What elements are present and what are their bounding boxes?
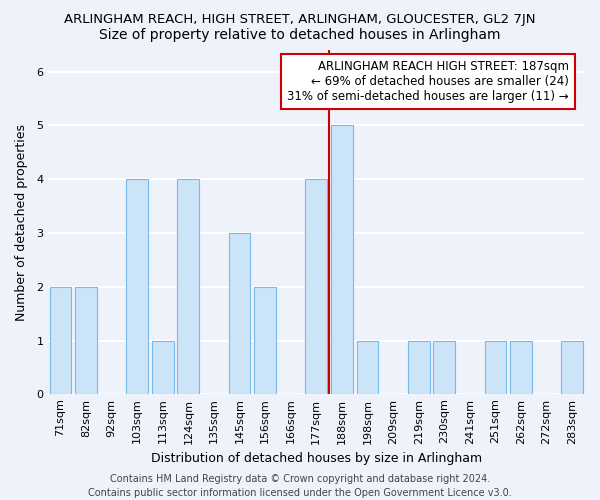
Bar: [562, 340, 583, 394]
Bar: [229, 233, 250, 394]
Bar: [254, 287, 276, 395]
Bar: [75, 287, 97, 395]
Text: Size of property relative to detached houses in Arlingham: Size of property relative to detached ho…: [99, 28, 501, 42]
Bar: [305, 179, 327, 394]
Text: ARLINGHAM REACH, HIGH STREET, ARLINGHAM, GLOUCESTER, GL2 7JN: ARLINGHAM REACH, HIGH STREET, ARLINGHAM,…: [64, 12, 536, 26]
Bar: [331, 126, 353, 394]
X-axis label: Distribution of detached houses by size in Arlingham: Distribution of detached houses by size …: [151, 452, 482, 465]
Text: Contains HM Land Registry data © Crown copyright and database right 2024.
Contai: Contains HM Land Registry data © Crown c…: [88, 474, 512, 498]
Bar: [485, 340, 506, 394]
Text: ARLINGHAM REACH HIGH STREET: 187sqm
← 69% of detached houses are smaller (24)
31: ARLINGHAM REACH HIGH STREET: 187sqm ← 69…: [287, 60, 569, 104]
Bar: [178, 179, 199, 394]
Bar: [433, 340, 455, 394]
Bar: [356, 340, 379, 394]
Bar: [408, 340, 430, 394]
Bar: [127, 179, 148, 394]
Bar: [50, 287, 71, 395]
Y-axis label: Number of detached properties: Number of detached properties: [15, 124, 28, 320]
Bar: [152, 340, 173, 394]
Bar: [510, 340, 532, 394]
